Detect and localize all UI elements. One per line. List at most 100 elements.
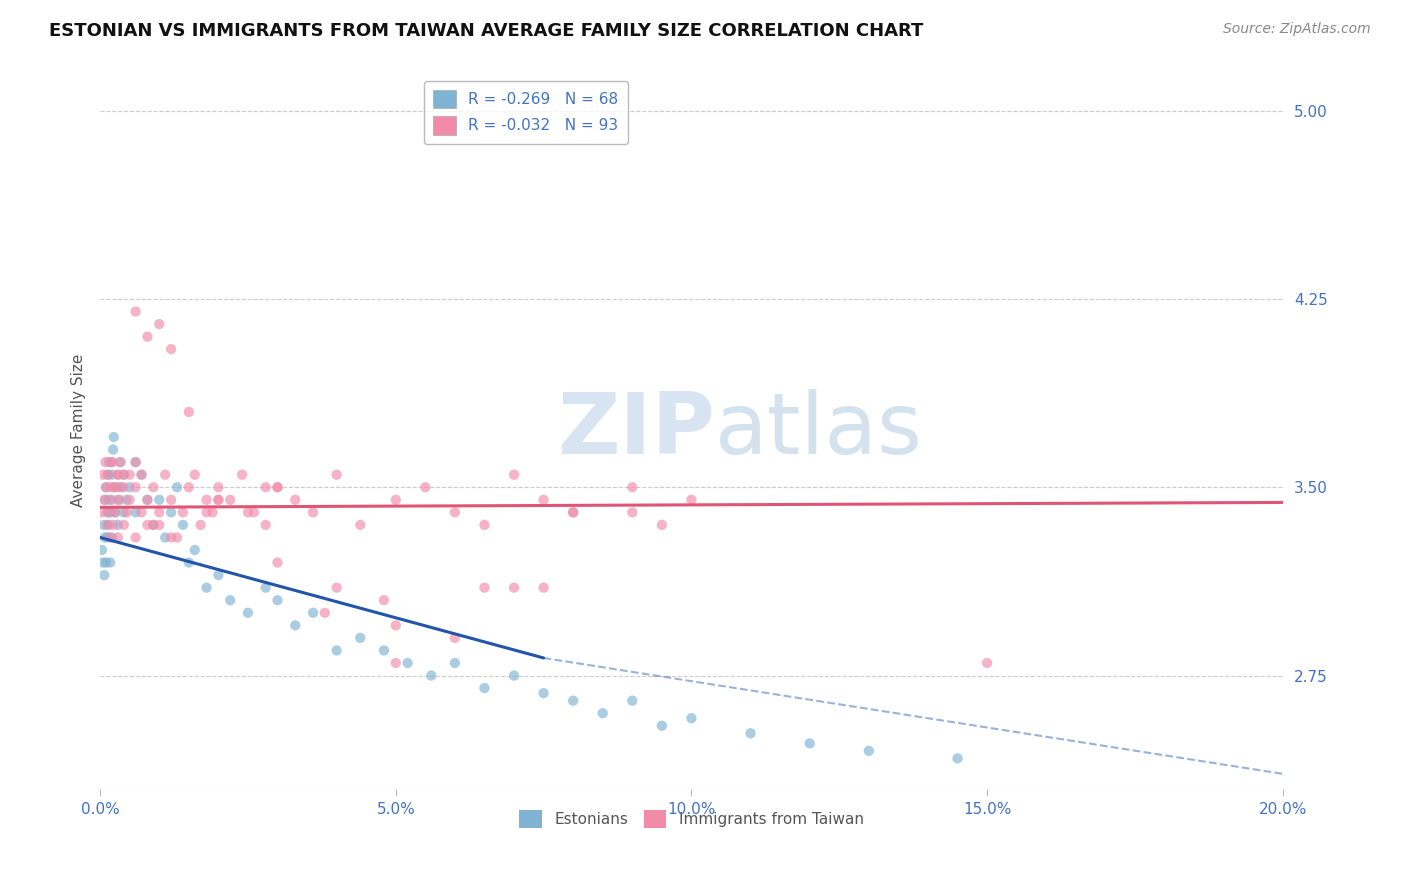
- Point: [124, 455, 146, 469]
- Point: [136, 492, 159, 507]
- Point: [160, 342, 183, 356]
- Point: [101, 531, 124, 545]
- Point: [108, 492, 131, 507]
- Point: [136, 329, 159, 343]
- Point: [101, 517, 124, 532]
- Point: [503, 581, 526, 595]
- Point: [190, 517, 212, 532]
- Point: [621, 480, 644, 494]
- Point: [94, 492, 117, 507]
- Point: [254, 517, 277, 532]
- Point: [184, 543, 207, 558]
- Point: [101, 455, 124, 469]
- Point: [349, 631, 371, 645]
- Point: [100, 480, 122, 494]
- Point: [976, 656, 998, 670]
- Point: [101, 467, 124, 482]
- Point: [104, 505, 127, 519]
- Point: [103, 480, 125, 494]
- Point: [98, 531, 121, 545]
- Point: [236, 606, 259, 620]
- Point: [302, 606, 325, 620]
- Point: [562, 693, 585, 707]
- Point: [533, 686, 555, 700]
- Point: [503, 668, 526, 682]
- Point: [166, 480, 188, 494]
- Point: [166, 531, 188, 545]
- Point: [107, 480, 129, 494]
- Point: [104, 505, 127, 519]
- Point: [91, 467, 114, 482]
- Point: [681, 492, 703, 507]
- Point: [373, 593, 395, 607]
- Point: [93, 568, 115, 582]
- Text: Source: ZipAtlas.com: Source: ZipAtlas.com: [1223, 22, 1371, 37]
- Point: [112, 467, 135, 482]
- Point: [153, 467, 176, 482]
- Point: [91, 556, 114, 570]
- Point: [325, 467, 347, 482]
- Point: [112, 467, 135, 482]
- Point: [266, 480, 288, 494]
- Point: [103, 430, 125, 444]
- Point: [107, 467, 129, 482]
- Point: [651, 517, 673, 532]
- Point: [219, 492, 242, 507]
- Point: [621, 505, 644, 519]
- Point: [142, 480, 165, 494]
- Point: [107, 492, 129, 507]
- Point: [444, 656, 467, 670]
- Point: [94, 556, 117, 570]
- Point: [136, 492, 159, 507]
- Point: [124, 505, 146, 519]
- Point: [444, 631, 467, 645]
- Point: [474, 517, 496, 532]
- Point: [110, 480, 132, 494]
- Point: [533, 492, 555, 507]
- Point: [96, 531, 118, 545]
- Legend: Estonians, Immigrants from Taiwan: Estonians, Immigrants from Taiwan: [513, 804, 870, 835]
- Point: [142, 517, 165, 532]
- Point: [124, 480, 146, 494]
- Point: [236, 505, 259, 519]
- Point: [325, 643, 347, 657]
- Point: [153, 531, 176, 545]
- Point: [562, 505, 585, 519]
- Text: ZIP: ZIP: [557, 389, 716, 472]
- Point: [160, 492, 183, 507]
- Point: [201, 505, 224, 519]
- Point: [651, 719, 673, 733]
- Point: [101, 455, 124, 469]
- Point: [97, 467, 120, 482]
- Point: [254, 480, 277, 494]
- Point: [131, 467, 153, 482]
- Point: [98, 492, 121, 507]
- Point: [592, 706, 614, 721]
- Point: [124, 455, 146, 469]
- Point: [533, 581, 555, 595]
- Point: [97, 467, 120, 482]
- Point: [177, 556, 200, 570]
- Point: [112, 517, 135, 532]
- Point: [172, 505, 194, 519]
- Point: [503, 467, 526, 482]
- Point: [98, 505, 121, 519]
- Point: [160, 531, 183, 545]
- Point: [231, 467, 253, 482]
- Y-axis label: Average Family Size: Average Family Size: [72, 354, 86, 508]
- Point: [107, 517, 129, 532]
- Point: [96, 517, 118, 532]
- Point: [681, 711, 703, 725]
- Point: [177, 480, 200, 494]
- Point: [148, 317, 170, 331]
- Point: [142, 517, 165, 532]
- Point: [160, 505, 183, 519]
- Point: [243, 505, 266, 519]
- Point: [325, 581, 347, 595]
- Point: [396, 656, 419, 670]
- Point: [101, 492, 124, 507]
- Point: [100, 505, 122, 519]
- Point: [946, 751, 969, 765]
- Point: [94, 455, 117, 469]
- Point: [254, 581, 277, 595]
